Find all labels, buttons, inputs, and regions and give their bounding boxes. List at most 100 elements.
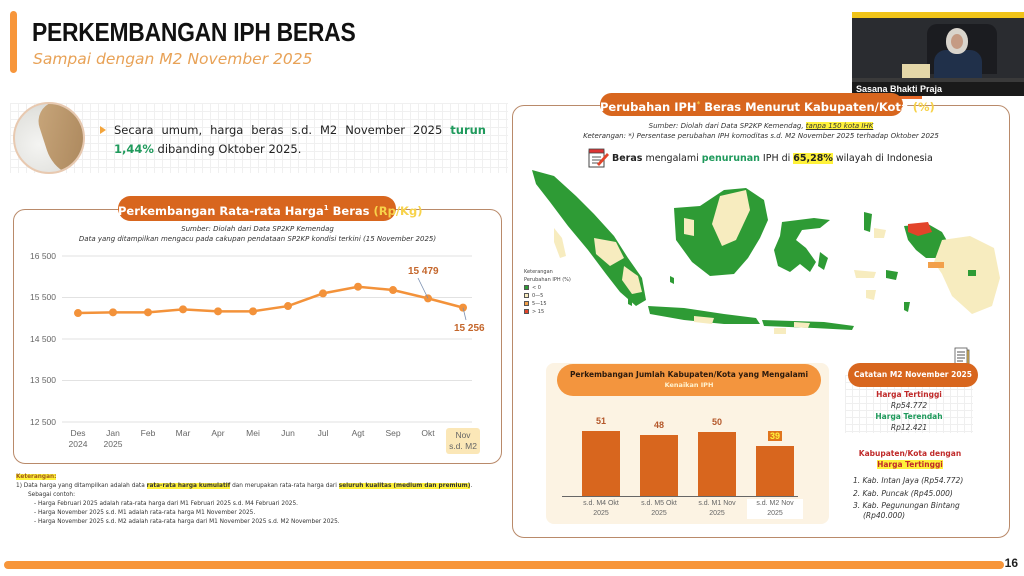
legend-swatch <box>524 284 529 290</box>
map-title-main: Perubahan IPH <box>600 100 697 114</box>
leader-line <box>417 277 429 299</box>
x-tick: Nov s.d. M2 <box>446 428 480 454</box>
bar <box>698 432 736 496</box>
bar-axis <box>562 496 798 497</box>
map-title-unit: (%) <box>912 100 935 114</box>
legend-swatch <box>524 300 529 306</box>
x-tick: Sep <box>385 428 401 438</box>
video-backdrop <box>852 12 1024 18</box>
notes-examples: Harga Februari 2025 adalah rata-rata har… <box>34 500 506 527</box>
intro-highlight: turun 1,44% <box>114 123 486 156</box>
intro-text-a: Secara umum, harga beras s.d. M2 Novembe… <box>114 123 451 137</box>
legend-label: 0—5 <box>532 293 544 299</box>
map-source-highlight: tanpa 150 kota IHK <box>805 122 874 130</box>
x-tick: Apr <box>211 428 225 438</box>
kab-list-item: 1. Kab. Intan Jaya (Rp54.772) <box>853 476 964 485</box>
notes-highlight: seluruh kualitas (medium dan premium) <box>338 483 471 489</box>
document-icon <box>954 347 970 367</box>
notes: Keterangan: 1) Data harga yang ditampilk… <box>16 473 506 527</box>
map-source-text: Sumber: Diolah dari Data SP2KP Kemendag, <box>648 122 806 130</box>
kab-title-line1: Kabupaten/Kota dengan <box>858 449 962 458</box>
data-label-okt: 15 479 <box>408 266 439 277</box>
kab-title-line2: Harga Tertinggi <box>877 460 943 469</box>
y-tick: 16 500 <box>30 251 56 261</box>
video-desk <box>852 78 1024 84</box>
stat-text: mengalami <box>645 152 699 164</box>
lowest-price-label: Harga Terendah <box>875 412 943 421</box>
intro-banner <box>10 103 508 173</box>
intro-text: Secara umum, harga beras s.d. M2 Novembe… <box>114 121 486 159</box>
bar-chart: 51 s.d. M4 Okt 2025 48 s.d. M5 Okt 2025 50 s.d.… <box>562 400 810 522</box>
rice-sack <box>33 104 83 172</box>
stat-subject: Beras <box>612 152 643 164</box>
x-tick: Jun <box>281 428 295 438</box>
legend-swatch <box>524 292 529 298</box>
kab-list-item: 3. Kab. Pegunungan Bintang <box>853 501 960 510</box>
video-caption: Sasana Bhakti Praja <box>852 82 1024 96</box>
legend-label: < 0 <box>532 285 541 291</box>
map-source: Sumber: Diolah dari Data SP2KP Kemendag,… <box>512 122 1010 130</box>
bar-title-line2: Kenaikan IPH <box>664 381 714 389</box>
legend-item: 5—15 <box>524 300 571 308</box>
video-person-face <box>951 34 963 49</box>
map-title-tail: Beras Menurut Kabupaten/Kota <box>700 100 913 114</box>
kab-list-item: 2. Kab. Puncak (Rp45.000) <box>853 489 953 498</box>
notes-text: . <box>470 483 473 489</box>
notes-text: dan merupakan rata-rata harga dari <box>230 483 339 489</box>
notes-title: Keterangan: <box>16 474 57 480</box>
lowest-price-value: Rp12.421 <box>890 423 928 432</box>
intro-text-b: dibanding Oktober 2025. <box>153 142 302 156</box>
data-label-nov: 15 256 <box>454 323 485 334</box>
legend-item: > 15 <box>524 308 571 316</box>
bar-category: s.d. M2 Nov 2025 <box>747 499 803 519</box>
x-tick: Agt <box>351 428 365 438</box>
legend-swatch <box>524 308 529 314</box>
price-line <box>77 285 464 315</box>
price-source-note: Data yang ditampilkan mengacu pada cakup… <box>78 235 437 243</box>
kab-list-item-cont: (Rp40.000) <box>863 511 906 520</box>
data-point <box>319 289 327 298</box>
notepad-pencil-icon <box>588 148 609 168</box>
price-line-chart: 16 500 15 500 14 500 13 500 12 500 Des 20… <box>22 248 492 458</box>
x-tick: Mei <box>246 428 260 438</box>
video-feed: KEPALA BPS Sasana Bhakti Praja <box>852 12 1024 96</box>
data-point <box>74 309 82 318</box>
highest-price-value: Rp54.772 <box>890 401 928 410</box>
bullet-triangle-icon <box>100 126 106 134</box>
data-point <box>144 308 152 317</box>
x-tick: Jan 2025 <box>103 428 123 449</box>
bar-category: s.d. M5 Okt 2025 <box>641 500 677 517</box>
stat-text: wilayah di Indonesia <box>835 152 933 164</box>
x-tick: Okt <box>421 428 435 438</box>
bar-category: s.d. M4 Okt 2025 <box>583 500 619 517</box>
page-title: PERKEMBANGAN IPH BERAS <box>32 17 356 47</box>
price-chart-title: Perkembangan Rata-rata Harga1 Beras (Rp/… <box>118 196 422 221</box>
bar-title-line1: Perkembangan Jumlah Kabupaten/Kota yang … <box>569 370 809 379</box>
page-number: 16 <box>1004 556 1018 570</box>
stat-percentage: 65,28% <box>793 152 833 164</box>
data-point <box>354 282 362 291</box>
legend-title: Keterangan <box>524 269 553 275</box>
notes-example-label: Sebagai contoh: <box>28 492 76 498</box>
data-point <box>284 302 292 311</box>
map-panel-title: Perubahan IPH* Beras Menurut Kabupaten/K… <box>600 93 935 116</box>
notes-example: Harga Februari 2025 adalah rata-rata har… <box>34 500 506 509</box>
data-point <box>109 308 117 317</box>
data-point <box>249 307 257 316</box>
legend-item: 0—5 <box>524 292 571 300</box>
x-tick: Jul <box>317 428 329 438</box>
notes-text: 1) Data harga yang ditampilkan adalah da… <box>16 483 147 489</box>
bar <box>640 434 678 496</box>
bar-value: 50 <box>711 417 722 428</box>
map-keterangan: Keterangan: *) Persentase perubahan IPH … <box>583 132 939 140</box>
bar <box>582 431 620 496</box>
y-tick: 12 500 <box>30 417 56 427</box>
highest-price-label: Harga Tertinggi <box>876 390 942 399</box>
y-tick: 15 500 <box>30 292 56 302</box>
x-tick: Des 2024 <box>68 428 88 449</box>
data-point <box>214 307 222 316</box>
stat-text: IPH di <box>762 152 791 164</box>
price-title-unit: (Rp/Kg) <box>373 204 423 218</box>
bar-value: 48 <box>653 419 664 430</box>
video-desk-box <box>902 64 930 80</box>
